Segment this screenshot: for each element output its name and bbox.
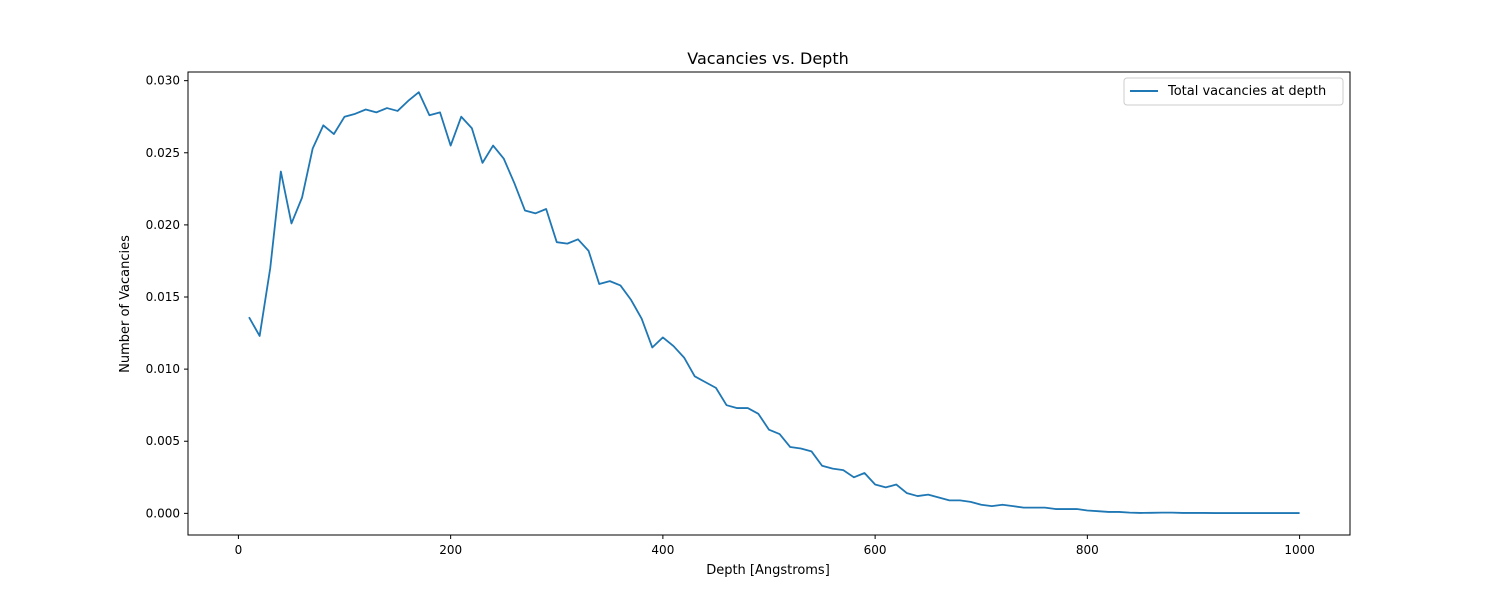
x-tick-label: 1000 [1284, 543, 1315, 557]
legend-label: Total vacancies at depth [1167, 84, 1326, 99]
legend: Total vacancies at depth [1123, 77, 1344, 106]
legend-box [1123, 77, 1344, 106]
series-line [248, 91, 1300, 514]
x-tick-label: 800 [1076, 543, 1099, 557]
x-tick-label: 400 [651, 543, 674, 557]
axis-ticks: 0 200 400 600 800 1000 0.000 0.005 0.010 0.015 0.0… [146, 74, 1315, 557]
y-tick-label: 0.010 [146, 362, 180, 376]
y-axis-label: Number of Vacancies [118, 235, 133, 373]
y-tick-label: 0.005 [146, 434, 180, 448]
chart-title: Vacancies vs. Depth [687, 49, 848, 68]
plot-frame [187, 71, 1351, 536]
y-tick-label: 0.025 [146, 146, 180, 160]
x-tick-label: 200 [439, 543, 462, 557]
x-tick-label: 600 [864, 543, 887, 557]
y-tick-label: 0.030 [146, 74, 180, 88]
plot-area [248, 91, 1300, 514]
x-tick-label: 0 [235, 543, 243, 557]
x-axis-label: Depth [Angstroms] [706, 563, 830, 578]
y-tick-label: 0.015 [146, 290, 180, 304]
y-tick-label: 0.000 [146, 506, 180, 520]
y-tick-label: 0.020 [146, 218, 180, 232]
